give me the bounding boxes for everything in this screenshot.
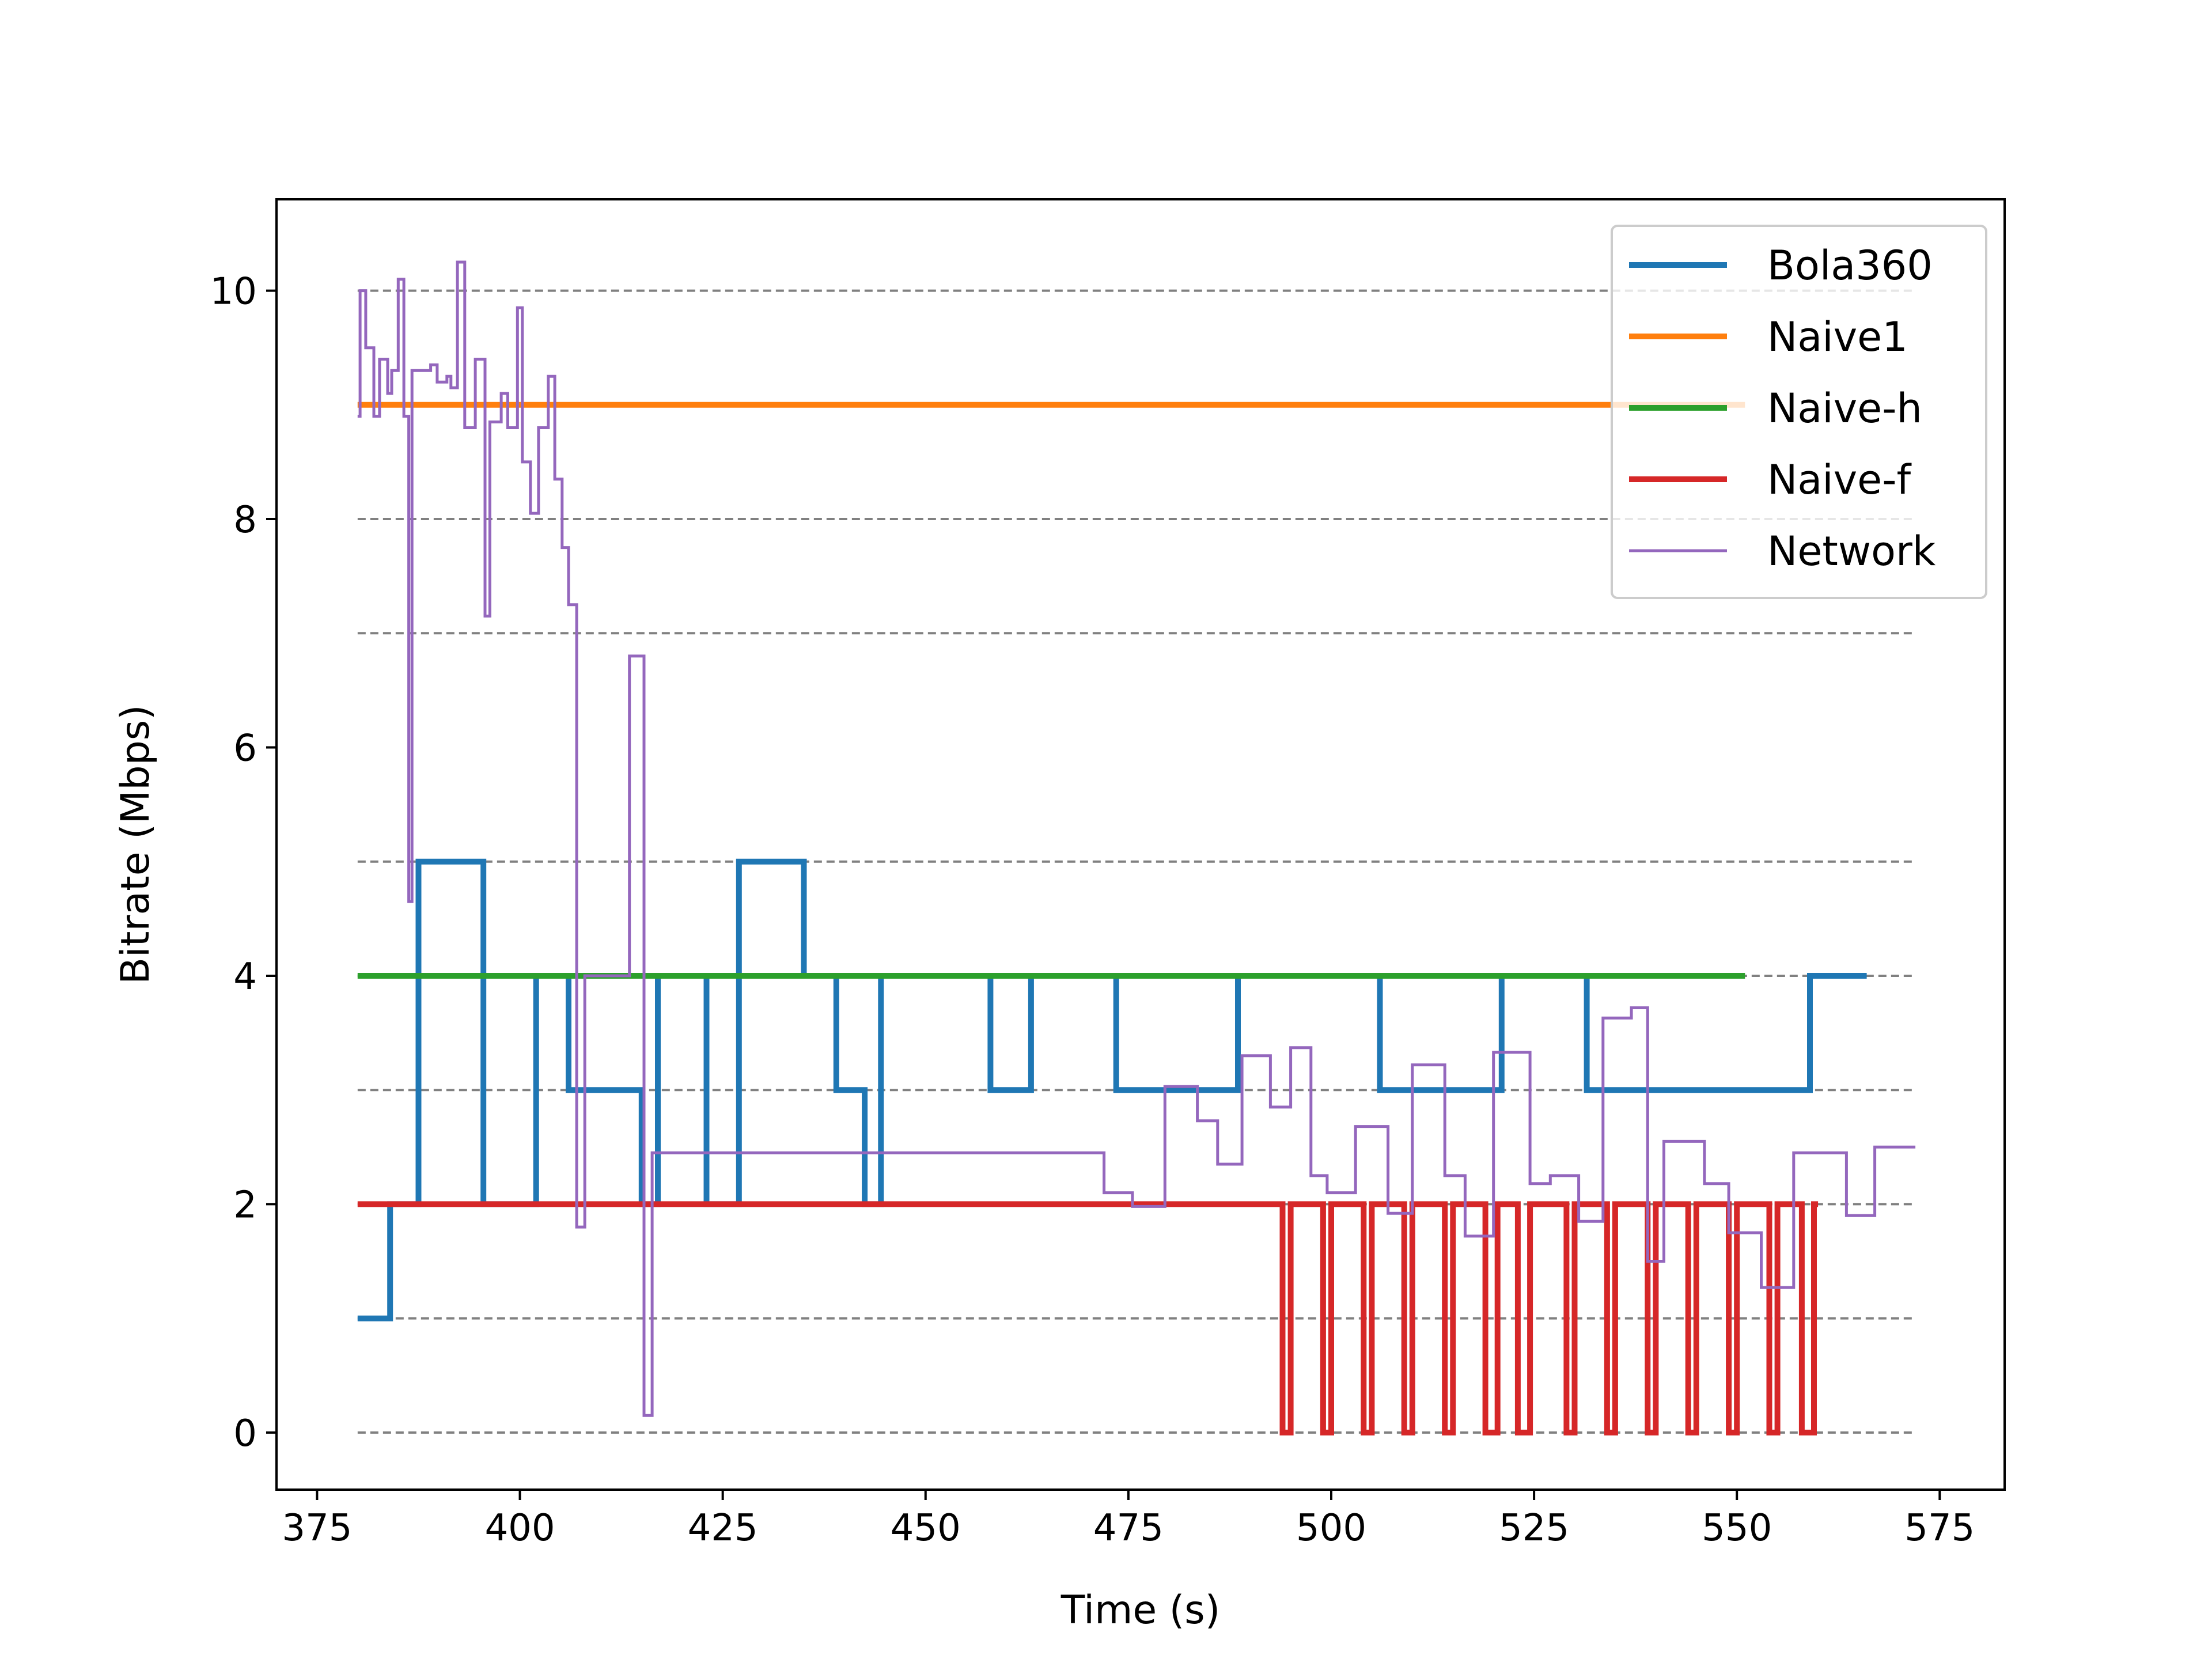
legend: Bola360 Naive1 Naive-h Naive-f Network <box>1611 225 1987 599</box>
y-tick-label-2: 2 <box>233 1184 257 1226</box>
series-lines <box>357 260 1916 1435</box>
x-tick-label-500: 500 <box>1296 1507 1366 1550</box>
x-tick-label-400: 400 <box>484 1507 555 1550</box>
x-tick-label-425: 425 <box>688 1507 758 1550</box>
legend-box <box>1611 225 1987 599</box>
y-tick-label-10: 10 <box>210 271 257 313</box>
y-tick-label-6: 6 <box>233 728 257 770</box>
y-tick-label-8: 8 <box>233 499 257 541</box>
legend-label-naive-h: Naive-h <box>1767 385 1922 432</box>
x-tick-label-550: 550 <box>1702 1507 1772 1550</box>
legend-label-naive1: Naive1 <box>1767 313 1908 361</box>
plot-frame <box>275 198 2006 1491</box>
x-tick-label-575: 575 <box>1904 1507 1975 1550</box>
y-tick-label-0: 0 <box>233 1412 257 1455</box>
series-network <box>357 260 1916 1417</box>
x-tick-label-450: 450 <box>891 1507 961 1550</box>
y-tick-label-4: 4 <box>233 956 257 998</box>
series-naive-f <box>357 1201 1819 1435</box>
x-tick-label-475: 475 <box>1093 1507 1164 1550</box>
series-bola360 <box>357 858 1867 1321</box>
y-axis-label: Bitrate (Mbps) <box>113 704 158 984</box>
legend-label-naive-f: Naive-f <box>1767 456 1911 503</box>
x-tick-label-375: 375 <box>282 1507 352 1550</box>
legend-label-network: Network <box>1767 528 1936 575</box>
x-axis-label: Time (s) <box>1060 1588 1221 1633</box>
legend-label-bola360: Bola360 <box>1767 242 1933 289</box>
x-tick-label-525: 525 <box>1499 1507 1569 1550</box>
axis-ticks: 375 400 425 450 475 500 525 550 575 0 2 4 6 8 10 <box>210 271 1975 1550</box>
